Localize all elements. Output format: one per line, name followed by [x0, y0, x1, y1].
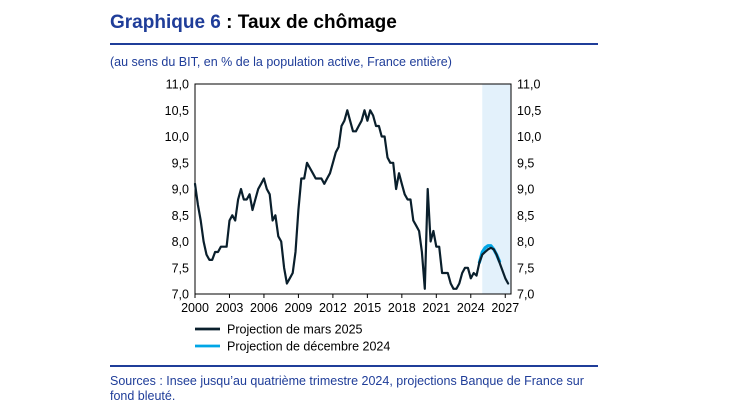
x-tick-label: 2018 [388, 301, 416, 315]
y-axis-left: 7,0 7,5 8,0 8,5 9,0 9,5 10,0 10,5 11,0 [165, 78, 189, 302]
y-tick-label-left: 11,0 [166, 78, 189, 92]
x-tick-label: 2003 [216, 301, 244, 315]
legend-label: Projection de mars 2025 [227, 323, 363, 337]
legend: Projection de mars 2025 Projection de déc… [195, 323, 390, 354]
projection-shading [482, 84, 511, 294]
y-tick-label-left: 9,0 [172, 183, 189, 197]
y-tick-label-right: 10,0 [517, 130, 541, 144]
header-divider [110, 43, 598, 45]
series-layer [193, 109, 510, 290]
chart-title-text: : Taux de chômage [220, 12, 397, 33]
y-tick-label-left: 10,5 [165, 104, 189, 118]
x-tick-label: 2027 [491, 301, 519, 315]
y-tick-label-right: 8,0 [517, 235, 534, 249]
y-tick-label-left: 7,0 [172, 288, 189, 302]
y-tick-label-left: 10,0 [165, 130, 189, 144]
series-line-march-2025 [193, 109, 510, 290]
y-tick-label-left: 8,5 [172, 209, 189, 223]
y-tick-label-right: 9,0 [517, 183, 534, 197]
plot-frame [194, 83, 512, 295]
x-tick-label: 2006 [250, 301, 278, 315]
x-tick-label: 2009 [285, 301, 313, 315]
y-tick-label-right: 11,0 [517, 78, 540, 92]
y-tick-label-left: 8,0 [172, 235, 189, 249]
sources-note: Sources : Insee jusqu’au quatrième trime… [110, 374, 584, 403]
x-tick-label: 2012 [319, 301, 347, 315]
chart-title-number: Graphique 6 [110, 12, 221, 33]
chart-subtitle: (au sens du BIT, en % de la population a… [110, 55, 452, 69]
x-tick-label: 2000 [181, 301, 209, 315]
y-tick-label-right: 10,5 [517, 104, 541, 118]
y-tick-label-right: 9,5 [517, 156, 534, 170]
y-tick-label-right: 7,0 [517, 288, 534, 302]
y-tick-label-left: 7,5 [172, 261, 189, 275]
chart-title: Graphique 6 : Taux de chômage [110, 12, 397, 34]
x-tick-label: 2024 [457, 301, 485, 315]
y-axis-right: 7,0 7,5 8,0 8,5 9,0 9,5 10,0 10,5 11,0 [517, 78, 541, 302]
x-axis: 2000 2003 2006 2009 2012 2015 2018 2021 2024 2027 [181, 294, 519, 315]
footer-divider [110, 365, 598, 367]
x-tick-label: 2021 [422, 301, 450, 315]
legend-label: Projection de décembre 2024 [227, 340, 390, 354]
y-tick-label-left: 9,5 [172, 156, 189, 170]
y-tick-label-right: 8,5 [517, 209, 534, 223]
y-tick-label-right: 7,5 [517, 261, 534, 275]
x-tick-label: 2015 [353, 301, 381, 315]
